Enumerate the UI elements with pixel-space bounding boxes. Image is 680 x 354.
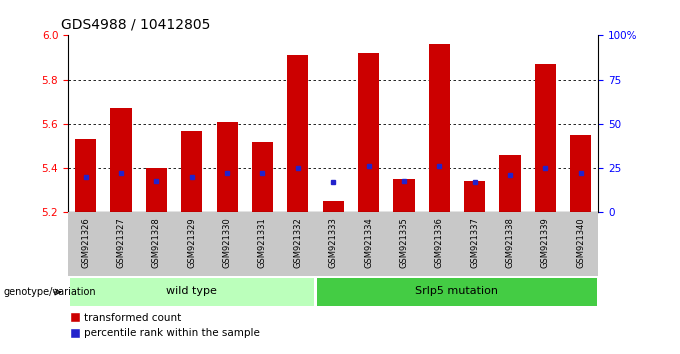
Bar xyxy=(110,108,132,212)
Text: GSM921340: GSM921340 xyxy=(576,217,585,268)
Legend: transformed count, percentile rank within the sample: transformed count, percentile rank withi… xyxy=(71,313,260,338)
Bar xyxy=(358,53,379,212)
Text: GSM921331: GSM921331 xyxy=(258,217,267,268)
Text: GSM921332: GSM921332 xyxy=(293,217,303,268)
Bar xyxy=(181,131,203,212)
Bar xyxy=(252,142,273,212)
Text: GSM921338: GSM921338 xyxy=(505,217,515,268)
Text: GSM921337: GSM921337 xyxy=(470,217,479,268)
Text: Srlp5 mutation: Srlp5 mutation xyxy=(415,286,498,296)
Bar xyxy=(499,155,521,212)
Text: GSM921330: GSM921330 xyxy=(222,217,232,268)
Bar xyxy=(322,201,344,212)
Text: GDS4988 / 10412805: GDS4988 / 10412805 xyxy=(61,18,211,32)
Text: GSM921329: GSM921329 xyxy=(187,217,197,268)
Text: genotype/variation: genotype/variation xyxy=(3,287,96,297)
Text: GSM921326: GSM921326 xyxy=(81,217,90,268)
Text: GSM921327: GSM921327 xyxy=(116,217,126,268)
Text: wild type: wild type xyxy=(167,286,217,296)
Bar xyxy=(428,44,450,212)
Text: GSM921339: GSM921339 xyxy=(541,217,550,268)
Text: GSM921328: GSM921328 xyxy=(152,217,161,268)
Bar xyxy=(464,182,486,212)
Bar xyxy=(75,139,97,212)
Text: GSM921336: GSM921336 xyxy=(435,217,444,268)
Bar xyxy=(534,64,556,212)
Text: GSM921335: GSM921335 xyxy=(399,217,409,268)
Bar xyxy=(146,168,167,212)
Bar xyxy=(216,122,238,212)
Bar xyxy=(570,135,592,212)
Bar xyxy=(318,278,596,306)
Bar xyxy=(287,55,309,212)
Bar xyxy=(393,179,415,212)
Text: GSM921334: GSM921334 xyxy=(364,217,373,268)
Text: GSM921333: GSM921333 xyxy=(328,217,338,268)
Bar xyxy=(70,278,313,306)
